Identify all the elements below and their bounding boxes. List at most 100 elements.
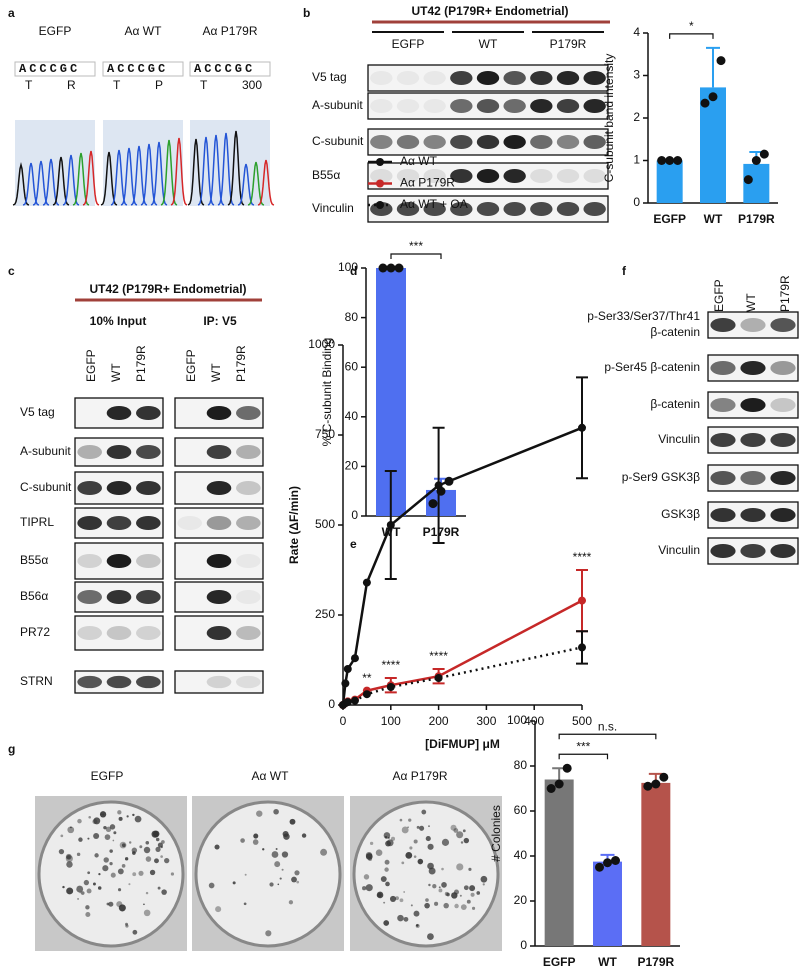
data-point (603, 858, 612, 868)
codon: R (67, 78, 76, 92)
colony (109, 824, 116, 830)
panel-label: b (303, 6, 310, 20)
y-tick-label: 0 (328, 697, 335, 711)
colony (274, 861, 281, 868)
colony (413, 910, 420, 917)
x-tick-label: WT (598, 955, 617, 969)
colony (70, 826, 72, 829)
blot-band (136, 675, 161, 689)
data-point (643, 781, 653, 791)
y-tick-label: 0 (351, 508, 358, 522)
blot-band (206, 445, 232, 459)
significance-bracket (669, 33, 714, 39)
y-axis-label: C-subunit band intensity (602, 54, 616, 183)
colony (454, 903, 459, 909)
colony (380, 876, 387, 883)
colony (288, 900, 294, 905)
colony (131, 847, 138, 853)
colony (480, 875, 488, 883)
colony (161, 840, 165, 844)
colony (441, 882, 447, 888)
colony (121, 864, 126, 868)
group-label: EGFP (392, 37, 425, 51)
colony (60, 834, 64, 838)
y-tick-label: 20 (345, 459, 359, 473)
colony (62, 885, 65, 889)
blot-band (503, 135, 526, 149)
colony (87, 871, 91, 875)
colony (151, 830, 159, 838)
y-tick-label: 0 (520, 938, 527, 952)
colony (79, 891, 82, 894)
x-axis-label: [DiFMUP] μM (425, 737, 500, 751)
colony (157, 842, 163, 848)
colony (403, 916, 409, 922)
row-label: B56α (20, 589, 48, 603)
y-tick-label: 500 (315, 517, 335, 531)
colony (476, 891, 481, 895)
blot-band (396, 99, 420, 113)
blot-band (710, 471, 736, 485)
data-point (700, 98, 710, 108)
blot-band (530, 135, 553, 149)
colony (154, 858, 159, 864)
colony (108, 901, 114, 907)
blot-band (370, 99, 393, 113)
colony (76, 852, 81, 857)
colony (124, 857, 129, 861)
bar (544, 779, 574, 946)
x-tick-label: P179R (423, 525, 460, 539)
colony (385, 881, 390, 887)
plate-dish (37, 800, 185, 948)
colony (157, 886, 161, 890)
blot-band (770, 544, 796, 558)
colony (413, 855, 417, 858)
colony (410, 904, 413, 907)
chromatogram-peak (257, 159, 275, 206)
sequence-box (102, 61, 184, 77)
colony (365, 853, 373, 860)
colony (93, 817, 101, 825)
data-point (378, 263, 388, 273)
blot-band (770, 318, 796, 332)
colony (117, 888, 122, 892)
data-point (708, 92, 718, 102)
blot-band (106, 675, 132, 689)
colony (65, 855, 73, 863)
colony (161, 889, 167, 895)
colony (443, 902, 449, 909)
colony (265, 930, 272, 937)
data-point (611, 856, 620, 865)
blot-band (77, 554, 102, 568)
colony (279, 877, 282, 880)
blot-band (136, 481, 161, 495)
row-label: V5 tag (20, 405, 55, 419)
colony (409, 846, 413, 850)
blot-band (503, 169, 526, 183)
blot-band (77, 590, 102, 604)
colony (425, 898, 429, 902)
data-point (659, 772, 669, 782)
y-tick-label: 60 (514, 803, 528, 817)
colony (320, 848, 328, 856)
blot-frame (174, 507, 264, 539)
blot-band (236, 445, 261, 459)
row-label: GSK3β (661, 507, 700, 521)
data-point (350, 696, 359, 705)
colony (281, 851, 289, 858)
blot-band (503, 99, 526, 113)
y-tick-label: 60 (345, 359, 359, 373)
blot-band (106, 406, 132, 420)
colony (128, 883, 131, 886)
colony (432, 884, 437, 889)
colony (164, 857, 170, 864)
x-tick-label: P179R (738, 212, 775, 226)
colony (117, 810, 122, 815)
y-tick-label: 1000 (308, 337, 335, 351)
section-label: IP: V5 (203, 314, 237, 328)
data-point (743, 175, 753, 185)
colony (110, 872, 116, 878)
colony (470, 892, 475, 897)
colony (66, 887, 74, 895)
panel-label: a (8, 6, 15, 20)
